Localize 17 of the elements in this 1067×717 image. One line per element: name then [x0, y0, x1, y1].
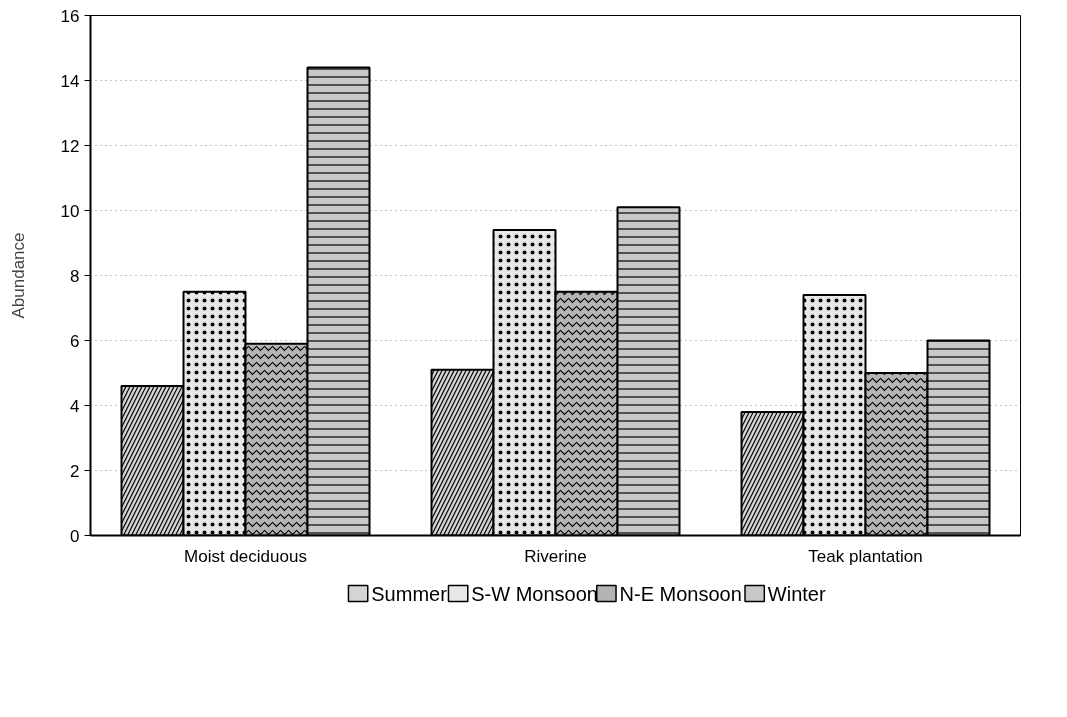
- y-tick-label: 12: [60, 136, 80, 156]
- y-tick-label: 0: [70, 526, 80, 546]
- legend-label: N-E Monsoon: [619, 582, 742, 605]
- y-tick-label: 4: [70, 396, 80, 416]
- y-tick-label: 16: [60, 6, 80, 26]
- y-tick-label: 10: [60, 201, 80, 221]
- x-tick-label: Moist deciduous: [184, 546, 307, 566]
- x-tick-label: Riverine: [524, 546, 587, 566]
- y-tick-label: 6: [70, 331, 80, 351]
- y-tick-label: 2: [70, 461, 80, 481]
- legend-label: Winter: [767, 582, 826, 605]
- legend-label: Summer: [371, 582, 448, 605]
- y-tick-label: 14: [60, 71, 80, 91]
- legend-label: S-W Monsoon: [471, 582, 598, 605]
- y-axis-title: Abundance: [8, 232, 28, 319]
- x-tick-label: Teak plantation: [808, 546, 923, 566]
- y-tick-label: 8: [70, 266, 80, 286]
